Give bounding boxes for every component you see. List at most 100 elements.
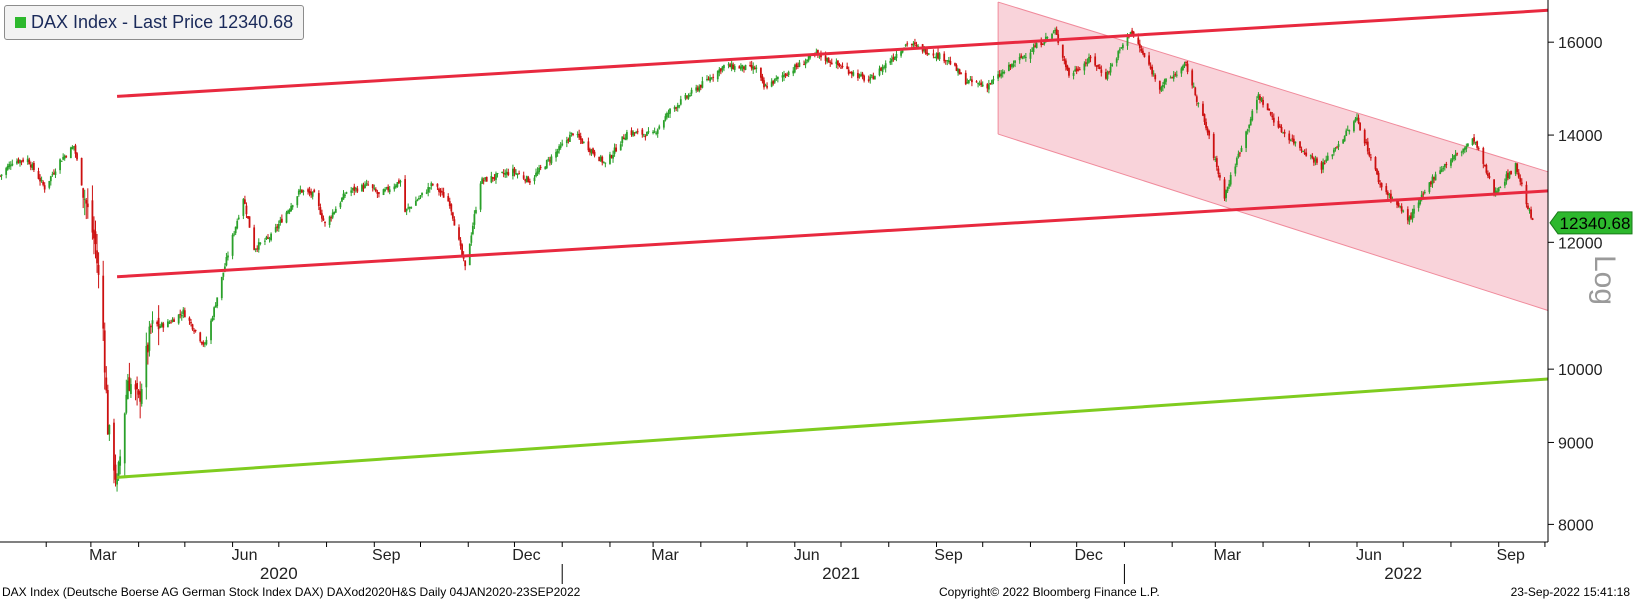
candle-body <box>1514 162 1517 174</box>
candle-body <box>1497 188 1500 192</box>
candle-body <box>1292 138 1295 144</box>
candle-body <box>718 69 721 73</box>
candle-body <box>991 80 993 84</box>
candle-body <box>955 65 958 71</box>
candle-body <box>1192 86 1195 88</box>
candle-body <box>96 250 98 264</box>
candle-body <box>1052 31 1055 33</box>
candle-body <box>824 55 827 61</box>
candle-body <box>351 188 354 190</box>
candle-body <box>967 80 970 83</box>
candle-body <box>707 78 710 80</box>
axes <box>0 0 1549 543</box>
candle-body <box>1309 155 1312 157</box>
candle-body <box>1120 47 1123 49</box>
candle-body <box>1109 66 1112 73</box>
candle-body <box>524 179 527 182</box>
candle-body <box>806 59 809 62</box>
green-support-trendline <box>116 377 1549 479</box>
candle-body <box>1255 99 1258 110</box>
candle-body <box>448 201 451 206</box>
candle-body <box>140 389 143 404</box>
candle-body <box>1272 117 1275 123</box>
candle-body <box>658 126 661 129</box>
candle-body <box>311 191 314 197</box>
candle-body <box>248 216 251 228</box>
candle-body <box>1377 172 1380 183</box>
candle-body <box>1485 165 1488 173</box>
candle-body <box>870 75 873 77</box>
candle-body <box>957 68 959 73</box>
candle-body <box>1417 202 1420 208</box>
candle-body <box>231 234 234 256</box>
candle-body <box>679 99 682 105</box>
candle-body <box>989 83 992 85</box>
candle-body <box>82 188 85 198</box>
candle-body <box>924 48 927 54</box>
candle-body <box>632 131 634 136</box>
candle-body <box>733 66 736 70</box>
candle-body <box>1291 138 1294 140</box>
candle-body <box>1035 43 1038 49</box>
candle-body <box>1055 29 1058 35</box>
candle-body <box>1508 172 1511 179</box>
candle-body <box>1029 52 1032 59</box>
candle-body <box>62 156 65 160</box>
candle-body <box>399 180 402 183</box>
candle-body <box>116 479 118 485</box>
candle-body <box>1237 153 1240 158</box>
candle-body <box>816 50 819 55</box>
candle-body <box>1420 194 1423 198</box>
candle-body <box>501 172 504 174</box>
candle-body <box>1494 190 1497 194</box>
candle-body <box>365 183 368 185</box>
candle-body <box>883 66 886 68</box>
candle-body <box>364 184 366 188</box>
candle-body <box>322 218 325 221</box>
candle-body <box>280 218 283 223</box>
candle-body <box>180 315 183 317</box>
candle-body <box>1223 179 1226 199</box>
candle-body <box>949 60 952 65</box>
candle-body <box>1020 55 1023 58</box>
footer-source: DAX Index (Deutsche Boerse AG German Sto… <box>2 585 581 599</box>
candle-body <box>917 45 919 47</box>
candle-body <box>1525 184 1528 205</box>
candle-body <box>1531 218 1534 220</box>
candle-body <box>1376 169 1378 175</box>
candle-body <box>1520 182 1523 185</box>
y-axis-ticks: 8000 9000 10000 12000 14000 16000 <box>1548 35 1603 534</box>
candle-body <box>1118 49 1121 51</box>
candle-body <box>388 189 391 193</box>
candle-body <box>237 217 240 220</box>
candle-body <box>191 324 194 330</box>
candle-body <box>8 163 11 168</box>
candle-body <box>1138 43 1141 49</box>
candle-body <box>427 187 430 193</box>
candle-body <box>880 67 882 71</box>
candle-body <box>182 309 185 315</box>
candle-body <box>610 155 613 158</box>
candle-body <box>505 171 508 175</box>
candle-body <box>254 248 257 250</box>
candle-body <box>1018 56 1021 61</box>
candle-body <box>721 66 724 70</box>
candle-body <box>1345 130 1348 136</box>
candle-body <box>356 188 359 192</box>
candle-body <box>1331 154 1334 157</box>
candle-body <box>770 81 773 87</box>
candle-body <box>1154 75 1157 80</box>
candle-body <box>525 176 528 182</box>
candle-body <box>966 82 969 84</box>
candle-body <box>385 187 388 189</box>
candle-body <box>242 199 245 216</box>
candle-body <box>1214 158 1217 160</box>
candle-body <box>80 157 83 186</box>
candle-body <box>1311 155 1314 158</box>
candle-body <box>361 184 363 192</box>
candle-body <box>236 220 239 229</box>
candle-body <box>1406 209 1409 221</box>
candle-body <box>881 67 884 73</box>
candle-body <box>453 219 456 226</box>
candle-body <box>619 144 622 151</box>
